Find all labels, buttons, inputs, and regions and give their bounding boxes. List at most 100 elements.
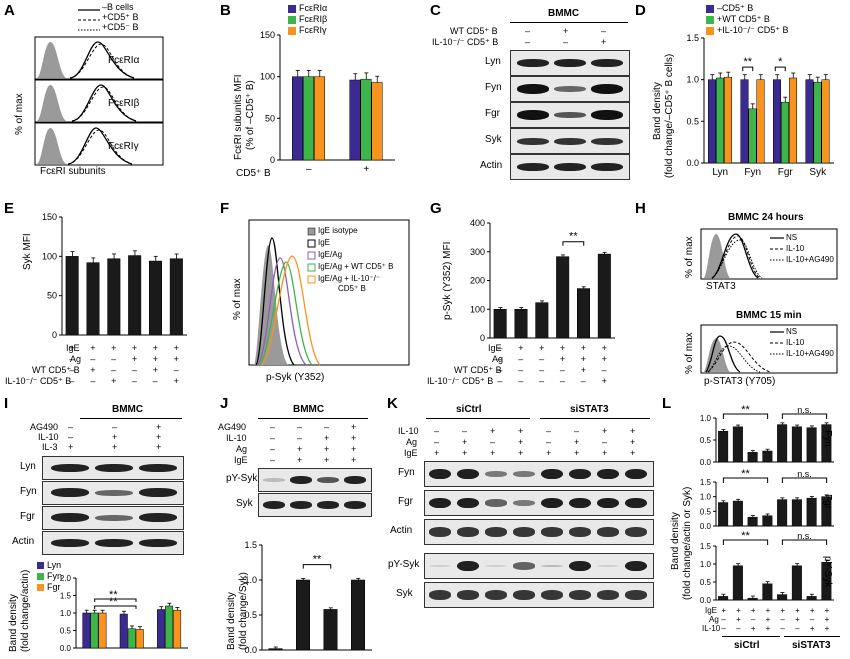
panel-d-ytick-label: 1.0 bbox=[686, 75, 699, 85]
panel-k-group-2: siSTAT3 bbox=[570, 404, 609, 415]
panel-l-1-bar bbox=[718, 502, 729, 527]
panel-h-hist-2 bbox=[700, 324, 838, 374]
panel-label-k: K bbox=[387, 395, 398, 412]
panel-d-bar bbox=[805, 79, 814, 164]
blot-band bbox=[457, 497, 479, 509]
panel-l-sign: + bbox=[795, 606, 800, 615]
panel-k-group-line-1 bbox=[426, 418, 530, 419]
panel-l-sign: – bbox=[795, 624, 800, 633]
panel-i-sig-bracket bbox=[94, 605, 137, 609]
blot-band bbox=[597, 565, 619, 568]
panel-c-sign-2-3: + bbox=[601, 37, 607, 47]
panel-c-sign-1-2: + bbox=[563, 26, 569, 36]
panel-h-title-1: BMMC 24 hours bbox=[728, 212, 804, 223]
panel-d-bar bbox=[813, 81, 822, 164]
blot-band bbox=[457, 468, 479, 480]
panel-l-group-line-1 bbox=[722, 636, 780, 637]
blot-band bbox=[541, 527, 563, 537]
panel-k-blot-label-syk: Syk bbox=[396, 588, 413, 599]
panel-a-legend-3: +CD5⁻ B bbox=[102, 22, 139, 32]
blot-band bbox=[541, 468, 563, 480]
panel-l-2-bar bbox=[732, 565, 743, 601]
panel-g-sign: – bbox=[539, 365, 545, 375]
blot-band bbox=[541, 590, 563, 600]
panel-a-histograms bbox=[34, 36, 164, 166]
panel-l-sign: – bbox=[750, 615, 756, 624]
panel-l-sign: – bbox=[780, 624, 785, 633]
panel-k-blot-label-fgr: Fgr bbox=[398, 496, 413, 507]
panel-k-row-3: IgE bbox=[404, 448, 418, 458]
blot-band bbox=[597, 468, 619, 480]
panel-a-legend-2: +CD5⁺ B bbox=[102, 12, 139, 22]
blot-band bbox=[513, 590, 535, 600]
panel-l-sign: + bbox=[809, 624, 815, 633]
panel-k-sign: + bbox=[462, 437, 468, 447]
panel-c-sign-2-1: – bbox=[525, 37, 531, 47]
blot-band bbox=[429, 590, 451, 600]
panel-l-2-bar bbox=[777, 594, 788, 601]
blot-band bbox=[429, 527, 451, 537]
panel-i-ytick-label: 1.0 bbox=[60, 609, 72, 618]
panel-d-xtick-label: Lyn bbox=[712, 167, 728, 178]
panel-c-title: BMMC bbox=[548, 8, 580, 19]
blot-band bbox=[429, 468, 451, 480]
panel-i-row-3: IL-3 bbox=[42, 442, 58, 452]
panel-j-title-line bbox=[258, 418, 368, 419]
panel-i-blot-label-fgr: Fgr bbox=[20, 511, 35, 522]
panel-a-hist-1 bbox=[34, 36, 164, 80]
panel-k-sign: + bbox=[490, 448, 496, 458]
panel-k-group-1: siCtrl bbox=[456, 404, 482, 415]
panel-l-1-bar bbox=[747, 516, 758, 527]
panel-d-bar bbox=[724, 76, 732, 164]
panel-i-sig-star: ** bbox=[109, 596, 118, 608]
panel-j-ytick-label: 1.0 bbox=[244, 575, 257, 585]
blot-band bbox=[625, 497, 647, 509]
panel-label-f: F bbox=[220, 200, 230, 217]
panel-i-bar bbox=[127, 628, 136, 649]
panel-g-chart: 0 100 200 300 400 ** bbox=[470, 218, 615, 343]
panel-g-sign: – bbox=[539, 354, 545, 364]
panel-e-sign: + bbox=[152, 365, 159, 375]
panel-k-sign: + bbox=[574, 448, 580, 458]
panel-l-right-fyn: Fyn bbox=[822, 430, 833, 447]
panel-k-blot-label-fyn: Fyn bbox=[398, 467, 415, 478]
panel-l-sign: + bbox=[765, 624, 771, 633]
panel-e-chart: 0 50 100 150 bbox=[42, 212, 187, 340]
panel-g-ylabel: p-Syk (Y352) MFI bbox=[442, 241, 453, 320]
panel-l-sign: – bbox=[736, 624, 741, 633]
blot-band bbox=[569, 590, 591, 600]
panel-l-sig-bracket bbox=[722, 539, 769, 545]
panel-d-ytick-label: 0.0 bbox=[686, 158, 699, 168]
panel-l-0-ytick-label: 0.5 bbox=[700, 436, 712, 445]
panel-e-sign: – bbox=[69, 354, 75, 364]
panel-label-d: D bbox=[635, 2, 646, 19]
blot-band bbox=[429, 565, 451, 568]
panel-l-ns-bracket bbox=[781, 413, 828, 419]
panel-d-ytick-label: 1.5 bbox=[686, 33, 699, 43]
panel-l-group-1: siCtrl bbox=[734, 640, 760, 651]
panel-f-legend-5: IgE/Ag + IL-10⁻/⁻ bbox=[318, 274, 381, 283]
panel-i-sign: – bbox=[68, 432, 74, 442]
blot-band bbox=[485, 471, 507, 477]
panel-e-sign: – bbox=[152, 376, 158, 386]
panel-e-bar bbox=[86, 262, 100, 336]
blot-band bbox=[457, 590, 479, 600]
panel-e-sign: – bbox=[131, 365, 137, 375]
panel-c-blot-syk bbox=[510, 128, 630, 154]
panel-h-legend-2-3: IL-10+AG490 bbox=[786, 349, 834, 358]
panel-d-bar bbox=[789, 77, 797, 164]
panel-g-bar bbox=[577, 288, 590, 339]
panel-d-bar bbox=[756, 79, 765, 164]
panel-d-bar bbox=[781, 101, 789, 164]
panel-j-sig-bracket bbox=[302, 564, 332, 569]
panel-l-right-pysyk: pY-Syk bbox=[822, 556, 833, 588]
panel-e-sign: + bbox=[69, 343, 75, 353]
panel-l-sig-bracket bbox=[722, 413, 769, 419]
blot-band bbox=[485, 565, 507, 568]
panel-d-sig-bracket bbox=[774, 66, 786, 72]
panel-c-blot-label-actin: Actin bbox=[480, 160, 503, 171]
panel-l-ns-label: n.s. bbox=[797, 405, 812, 415]
panel-i-blot-label-actin: Actin bbox=[12, 536, 35, 547]
panel-j-ytick-label: 1.5 bbox=[244, 540, 257, 550]
panel-j-blot-syk bbox=[258, 493, 372, 517]
